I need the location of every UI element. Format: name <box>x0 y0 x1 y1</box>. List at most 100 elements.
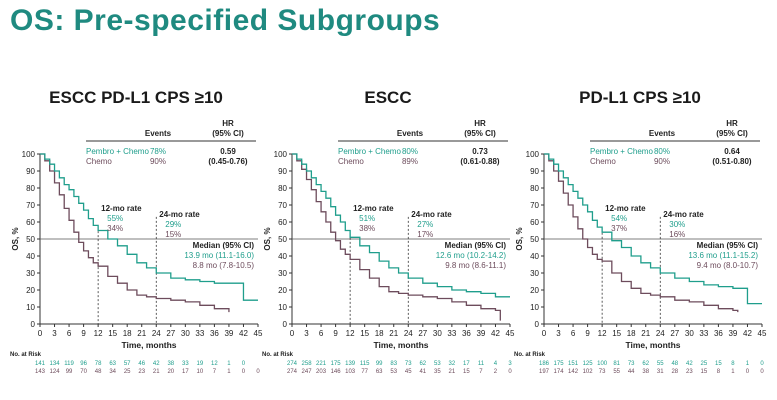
y-tick-label: 100 <box>22 150 36 159</box>
risk-value-pembro: 96 <box>80 361 87 367</box>
rate24-pembro: 29% <box>165 220 181 229</box>
risk-value-pembro: 55 <box>657 361 664 367</box>
risk-value-pembro: 1 <box>746 361 750 367</box>
panel-title: ESCC <box>364 88 412 107</box>
x-tick-label: 42 <box>239 329 248 338</box>
risk-value-chemo: 8 <box>717 369 721 375</box>
risk-value-pembro: 139 <box>345 361 356 367</box>
y-tick-label: 100 <box>526 150 540 159</box>
hr-value: 0.73 <box>472 147 488 156</box>
risk-value-pembro: 73 <box>405 361 412 367</box>
risk-value-chemo: 70 <box>80 369 87 375</box>
risk-value-pembro: 274 <box>287 361 298 367</box>
risk-value-chemo: 20 <box>167 369 174 375</box>
km-curve-pembro <box>292 153 510 298</box>
risk-value-pembro: 151 <box>568 361 579 367</box>
risk-value-pembro: 175 <box>554 361 565 367</box>
median-chemo: 9.8 mo (8.6-11.1) <box>445 261 506 270</box>
risk-value-pembro: 258 <box>302 361 313 367</box>
median-pembro: 12.6 mo (10.2-14.2) <box>436 251 507 260</box>
y-tick-label: 90 <box>530 167 539 176</box>
y-tick-label: 0 <box>283 320 288 329</box>
x-tick-label: 33 <box>699 329 708 338</box>
y-tick-label: 10 <box>530 303 539 312</box>
x-tick-label: 42 <box>743 329 752 338</box>
risk-value-pembro: 175 <box>331 361 342 367</box>
risk-value-pembro: 100 <box>597 361 608 367</box>
risk-value-pembro: 42 <box>686 361 693 367</box>
risk-value-chemo: 41 <box>419 369 426 375</box>
events-header: Events <box>649 129 676 138</box>
risk-value-pembro: 46 <box>138 361 145 367</box>
median-pembro: 13.6 mo (11.1-15.2) <box>688 251 758 260</box>
risk-value-pembro: 11 <box>478 361 485 367</box>
risk-label: No. at Risk <box>514 352 546 358</box>
risk-value-chemo: 10 <box>197 369 204 375</box>
y-tick-label: 60 <box>278 218 287 227</box>
risk-value-chemo: 174 <box>554 369 565 375</box>
risk-value-chemo: 23 <box>138 369 145 375</box>
risk-value-chemo: 38 <box>642 369 649 375</box>
risk-value-chemo: 0 <box>242 369 246 375</box>
y-tick-label: 20 <box>26 286 35 295</box>
x-tick-label: 42 <box>491 329 500 338</box>
legend-chemo: Chemo <box>86 157 112 166</box>
rate24-pembro: 30% <box>669 220 685 229</box>
median-pembro: 13.9 mo (11.1-16.0) <box>184 251 254 260</box>
risk-value-chemo: 1 <box>731 369 735 375</box>
x-tick-label: 15 <box>360 329 369 338</box>
rate12-label: 12-mo rate <box>101 204 142 213</box>
risk-value-chemo: 48 <box>95 369 102 375</box>
x-tick-label: 45 <box>254 329 263 338</box>
risk-label: No. at Risk <box>10 352 42 358</box>
risk-value-chemo: 28 <box>671 369 678 375</box>
risk-value-pembro: 134 <box>50 361 61 367</box>
risk-value-pembro: 32 <box>449 361 456 367</box>
rate12-label: 12-mo rate <box>605 204 646 213</box>
events-chemo: 90% <box>150 157 166 166</box>
y-axis-label: OS, % <box>263 227 272 250</box>
x-tick-label: 30 <box>685 329 694 338</box>
hr-ci-value: (0.51-0.80) <box>712 157 751 166</box>
risk-label: No. at Risk <box>262 352 294 358</box>
risk-value-chemo: 0 <box>746 369 750 375</box>
y-tick-label: 40 <box>26 252 35 261</box>
risk-value-pembro: 83 <box>390 361 397 367</box>
risk-value-chemo: 124 <box>50 369 61 375</box>
x-tick-label: 36 <box>714 329 723 338</box>
y-tick-label: 40 <box>530 252 539 261</box>
events-header: Events <box>145 129 172 138</box>
risk-value-chemo: 247 <box>302 369 313 375</box>
risk-value-chemo: 35 <box>434 369 441 375</box>
y-tick-label: 90 <box>26 167 35 176</box>
x-tick-label: 0 <box>290 329 295 338</box>
x-tick-label: 18 <box>627 329 636 338</box>
y-tick-label: 40 <box>278 252 287 261</box>
x-tick-label: 33 <box>195 329 204 338</box>
risk-value-chemo: 2 <box>494 369 498 375</box>
x-tick-label: 24 <box>152 329 161 338</box>
risk-value-pembro: 42 <box>153 361 160 367</box>
events-chemo: 90% <box>654 157 670 166</box>
rate12-pembro: 54% <box>611 214 627 223</box>
median-label: Median (95% CI) <box>445 241 507 250</box>
hr-ci-header: (95% CI) <box>212 129 244 138</box>
hr-ci-header: (95% CI) <box>464 129 496 138</box>
y-tick-label: 20 <box>278 286 287 295</box>
risk-value-pembro: 221 <box>316 361 327 367</box>
km-curve-chemo <box>40 153 230 313</box>
y-tick-label: 60 <box>26 218 35 227</box>
y-tick-label: 70 <box>278 201 287 210</box>
rate24-label: 24-mo rate <box>663 210 704 219</box>
risk-value-pembro: 63 <box>109 361 116 367</box>
x-tick-label: 30 <box>433 329 442 338</box>
risk-value-chemo: 53 <box>390 369 397 375</box>
risk-value-chemo: 146 <box>331 369 342 375</box>
legend-pembro: Pembro + Chemo <box>86 147 149 156</box>
y-tick-label: 30 <box>530 269 539 278</box>
x-tick-label: 9 <box>81 329 86 338</box>
risk-value-pembro: 57 <box>124 361 131 367</box>
x-tick-label: 45 <box>758 329 767 338</box>
x-tick-label: 39 <box>728 329 737 338</box>
